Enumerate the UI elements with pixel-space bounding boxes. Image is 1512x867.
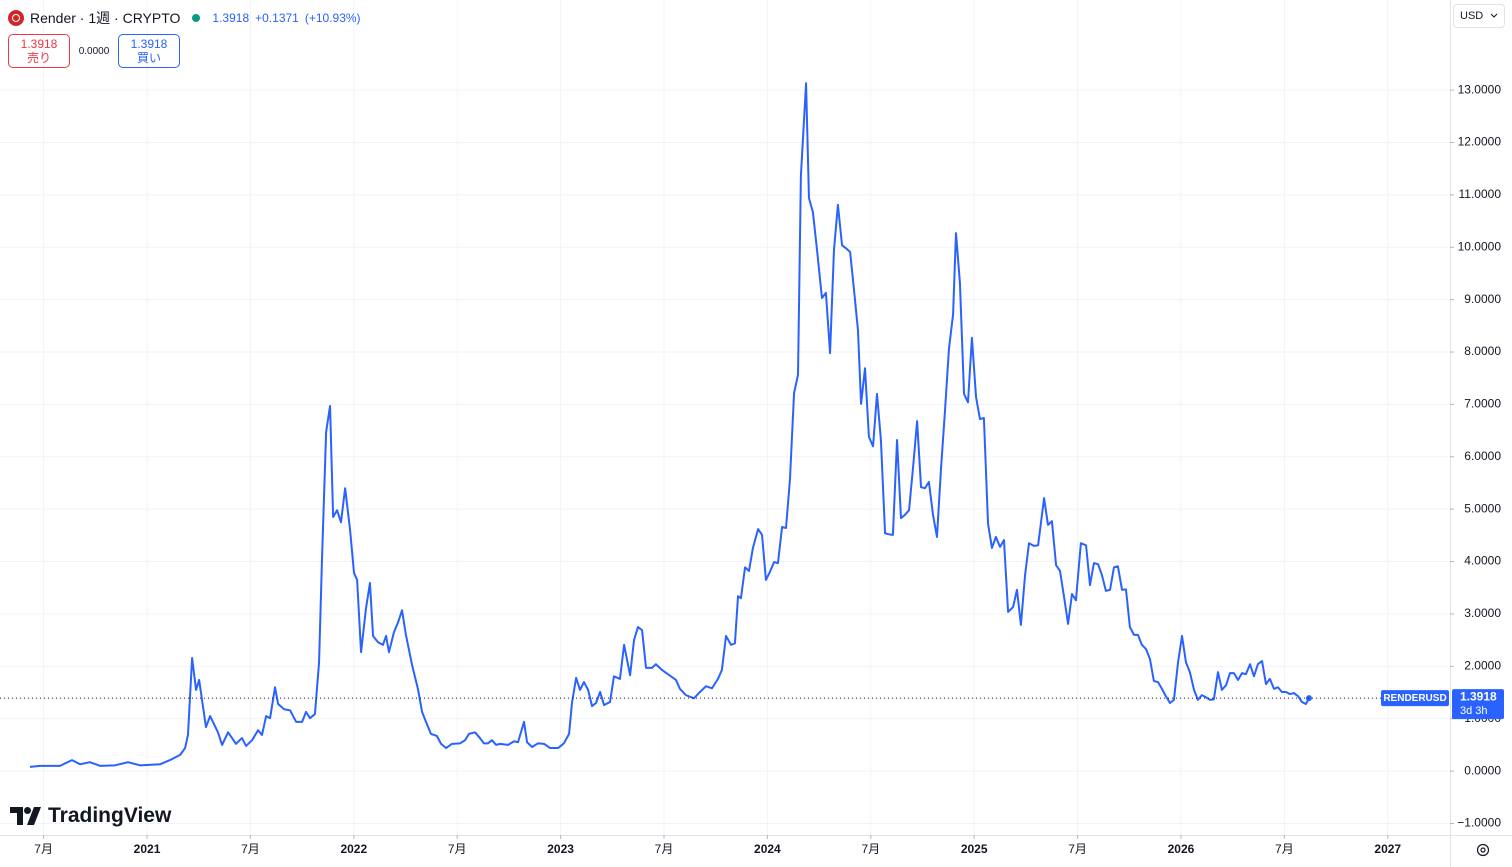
symbol-title[interactable]: Render · 1週 · CRYPTO xyxy=(30,10,181,26)
grid xyxy=(0,0,1450,835)
y-tick-label: 8.0000 xyxy=(1464,344,1501,358)
sell-price: 1.3918 xyxy=(20,37,58,51)
price-change-pct: (+10.93%) xyxy=(304,11,361,25)
x-tick-label: 7月 xyxy=(241,842,260,856)
sell-label: 売り xyxy=(26,51,51,65)
y-tick-label: 9.0000 xyxy=(1464,292,1501,306)
spread: 0.0000 xyxy=(78,45,110,57)
symbol-tag-label: RENDERUSD xyxy=(1383,693,1446,704)
y-tick-label: 5.0000 xyxy=(1464,501,1501,515)
x-tick-label: 2025 xyxy=(961,842,988,856)
y-tick-label: 12.0000 xyxy=(1458,135,1502,149)
x-tick-label: 7月 xyxy=(448,842,467,856)
market-status xyxy=(192,14,201,22)
symbol-header: Render · 1週 · CRYPTO 1.3918 +0.1371 (+10… xyxy=(8,8,361,28)
x-tick-label: 7月 xyxy=(861,842,880,856)
x-tick-label: 2023 xyxy=(547,842,574,856)
x-tick-label: 2021 xyxy=(134,842,161,856)
trade-panel: 1.3918 売り 0.0000 1.3918 買い xyxy=(8,34,180,68)
brand-logo xyxy=(10,807,41,825)
price-tag-label: 1.3918 xyxy=(1460,689,1497,703)
sell-button[interactable]: 1.3918 売り xyxy=(8,34,70,68)
buy-label: 買い xyxy=(136,51,161,65)
x-tick-label: 7月 xyxy=(655,842,674,856)
x-tick-label: 7月 xyxy=(1275,842,1294,856)
y-tick-label: 6.0000 xyxy=(1464,449,1501,463)
currency-select[interactable]: USD xyxy=(1453,4,1505,28)
countdown: 3d 3h xyxy=(1460,705,1488,717)
last-price: 1.3918 xyxy=(212,11,250,25)
symbol-tag xyxy=(1381,690,1449,707)
buy-button[interactable]: 1.3918 買い xyxy=(118,34,180,68)
x-tick-label: 2026 xyxy=(1168,842,1195,856)
currency: USD xyxy=(1460,10,1484,22)
x-tick-label: 2022 xyxy=(340,842,367,856)
buy-price: 1.3918 xyxy=(130,37,168,51)
dropdown-arrow xyxy=(1490,13,1498,18)
settings-icon[interactable] xyxy=(1476,843,1490,857)
plot xyxy=(0,82,1450,768)
y-tick-label: −1.0000 xyxy=(1457,816,1501,830)
y-tick-label: 0.0000 xyxy=(1464,763,1501,777)
price-line xyxy=(29,82,1310,768)
y-tick-label: 2.0000 xyxy=(1464,658,1501,672)
y-tick-label: 3.0000 xyxy=(1464,606,1501,620)
y-tick-label: 7.0000 xyxy=(1464,397,1501,411)
x-tick-label: 2027 xyxy=(1374,842,1401,856)
x-tick-label: 7月 xyxy=(1068,842,1087,856)
y-tick-label: 10.0000 xyxy=(1458,239,1502,253)
brand: TradingView xyxy=(10,804,171,828)
brand-name: TradingView xyxy=(48,804,172,827)
symbol-logo xyxy=(8,10,24,26)
y-tick-label: 4.0000 xyxy=(1464,554,1501,568)
x-tick-label: 7月 xyxy=(34,842,53,856)
y-tick-label: 13.0000 xyxy=(1458,82,1502,96)
y-tick-label: 11.0000 xyxy=(1459,187,1502,201)
price-change: +0.1371 xyxy=(255,11,299,25)
price-tag xyxy=(1452,689,1504,720)
x-tick-label: 2024 xyxy=(754,842,781,856)
